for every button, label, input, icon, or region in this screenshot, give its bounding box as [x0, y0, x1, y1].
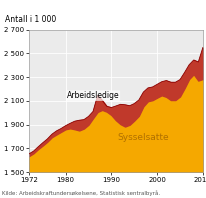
Text: Arbeidsledige: Arbeidsledige: [66, 91, 119, 100]
Text: Sysselsatte: Sysselsatte: [117, 133, 168, 142]
Text: Kilde: Arbeidskraftundersøkelsene, Statistisk sentralbyrå.: Kilde: Arbeidskraftundersøkelsene, Stati…: [2, 190, 159, 196]
Text: Antall i 1 000: Antall i 1 000: [5, 15, 56, 24]
